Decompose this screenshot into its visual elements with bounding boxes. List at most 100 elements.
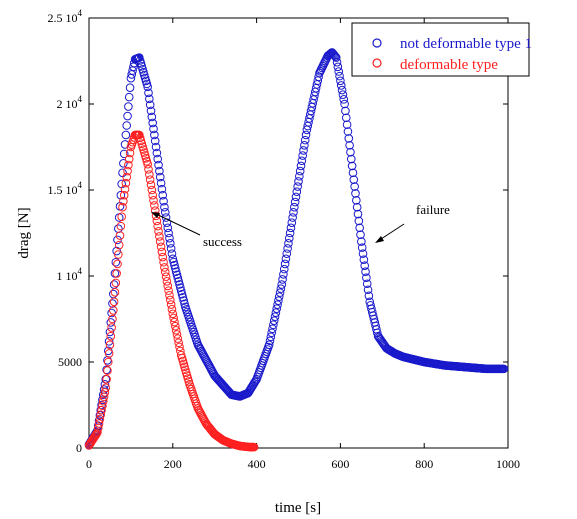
data-point xyxy=(168,254,178,264)
data-point xyxy=(124,154,134,164)
data-point xyxy=(109,306,118,315)
data-point xyxy=(162,277,172,286)
x-axis-label: time [s] xyxy=(275,500,321,516)
data-point xyxy=(161,272,171,281)
data-point xyxy=(174,338,183,348)
data-point xyxy=(286,223,296,233)
data-point xyxy=(164,228,173,238)
data-point xyxy=(108,299,117,308)
data-point xyxy=(268,324,277,334)
data-point xyxy=(115,231,125,240)
data-point xyxy=(271,308,281,317)
data-point xyxy=(121,130,131,140)
data-point xyxy=(125,148,135,158)
data-point xyxy=(355,223,364,233)
data-point xyxy=(274,292,284,301)
data-point xyxy=(291,192,301,202)
data-point xyxy=(176,283,185,292)
data-point xyxy=(175,342,184,352)
data-point xyxy=(103,357,113,367)
data-point xyxy=(172,330,182,339)
data-point xyxy=(116,221,126,231)
data-point xyxy=(144,88,153,98)
data-point xyxy=(280,259,290,269)
data-point xyxy=(107,323,116,332)
data-point xyxy=(92,429,101,439)
data-point xyxy=(298,151,307,160)
data-point xyxy=(169,313,178,323)
data-point xyxy=(278,275,287,284)
data-point xyxy=(333,62,343,72)
data-point xyxy=(97,400,106,410)
legend-label-not-deformable: not deformable type 1 xyxy=(400,36,532,52)
data-point xyxy=(362,273,371,283)
data-point xyxy=(269,320,278,330)
data-point xyxy=(171,264,180,273)
data-point xyxy=(93,423,103,433)
data-point xyxy=(154,160,163,170)
data-point xyxy=(346,147,355,157)
data-point xyxy=(171,267,181,276)
data-point xyxy=(146,106,156,116)
data-point xyxy=(352,196,361,205)
x-tick-label: 1000 xyxy=(496,457,520,471)
data-point xyxy=(145,100,155,110)
data-point xyxy=(173,334,183,343)
data-point xyxy=(121,178,131,188)
data-point xyxy=(105,327,115,337)
data-point xyxy=(301,130,311,140)
data-point xyxy=(163,223,173,233)
data-point xyxy=(165,290,174,300)
y-tick-exponent: 4 xyxy=(78,94,83,104)
data-point xyxy=(120,140,130,149)
data-point xyxy=(151,142,161,152)
data-point xyxy=(169,257,178,267)
data-point xyxy=(160,202,169,212)
series-not-deformable xyxy=(84,48,509,449)
data-point xyxy=(341,113,351,123)
data-point xyxy=(150,136,160,146)
data-point xyxy=(360,261,370,270)
data-point xyxy=(168,309,178,319)
data-point xyxy=(122,172,132,182)
data-point xyxy=(159,196,168,206)
data-point xyxy=(157,247,167,257)
data-point xyxy=(372,328,382,338)
data-point xyxy=(145,170,154,179)
data-point xyxy=(101,383,111,393)
data-point xyxy=(147,112,157,122)
data-point xyxy=(361,267,370,277)
data-point xyxy=(270,312,280,322)
x-tick-label: 800 xyxy=(415,457,433,471)
y-tick-label: 1.5 104 xyxy=(48,180,83,197)
data-point xyxy=(357,243,367,252)
data-point xyxy=(269,316,279,326)
data-point xyxy=(175,280,184,289)
data-point xyxy=(165,239,175,248)
legend-label-deformable: deformable type xyxy=(400,57,498,73)
data-point xyxy=(111,257,121,267)
data-point xyxy=(174,276,183,286)
data-point xyxy=(336,81,346,90)
data-point xyxy=(290,202,299,212)
data-point xyxy=(267,328,276,338)
data-point xyxy=(157,184,167,194)
data-point xyxy=(119,196,128,206)
data-point xyxy=(148,118,157,128)
data-point xyxy=(279,269,288,279)
data-point xyxy=(154,226,163,236)
data-point xyxy=(153,221,163,231)
data-point xyxy=(265,336,275,346)
data-point xyxy=(107,308,116,318)
data-point xyxy=(122,121,132,130)
data-point xyxy=(145,94,154,104)
data-point xyxy=(119,159,128,168)
data-point xyxy=(276,284,286,293)
data-point xyxy=(95,414,105,424)
data-point xyxy=(163,281,173,291)
data-point xyxy=(149,196,158,205)
data-point xyxy=(340,99,349,109)
data-point xyxy=(110,269,120,278)
data-point xyxy=(150,130,159,140)
